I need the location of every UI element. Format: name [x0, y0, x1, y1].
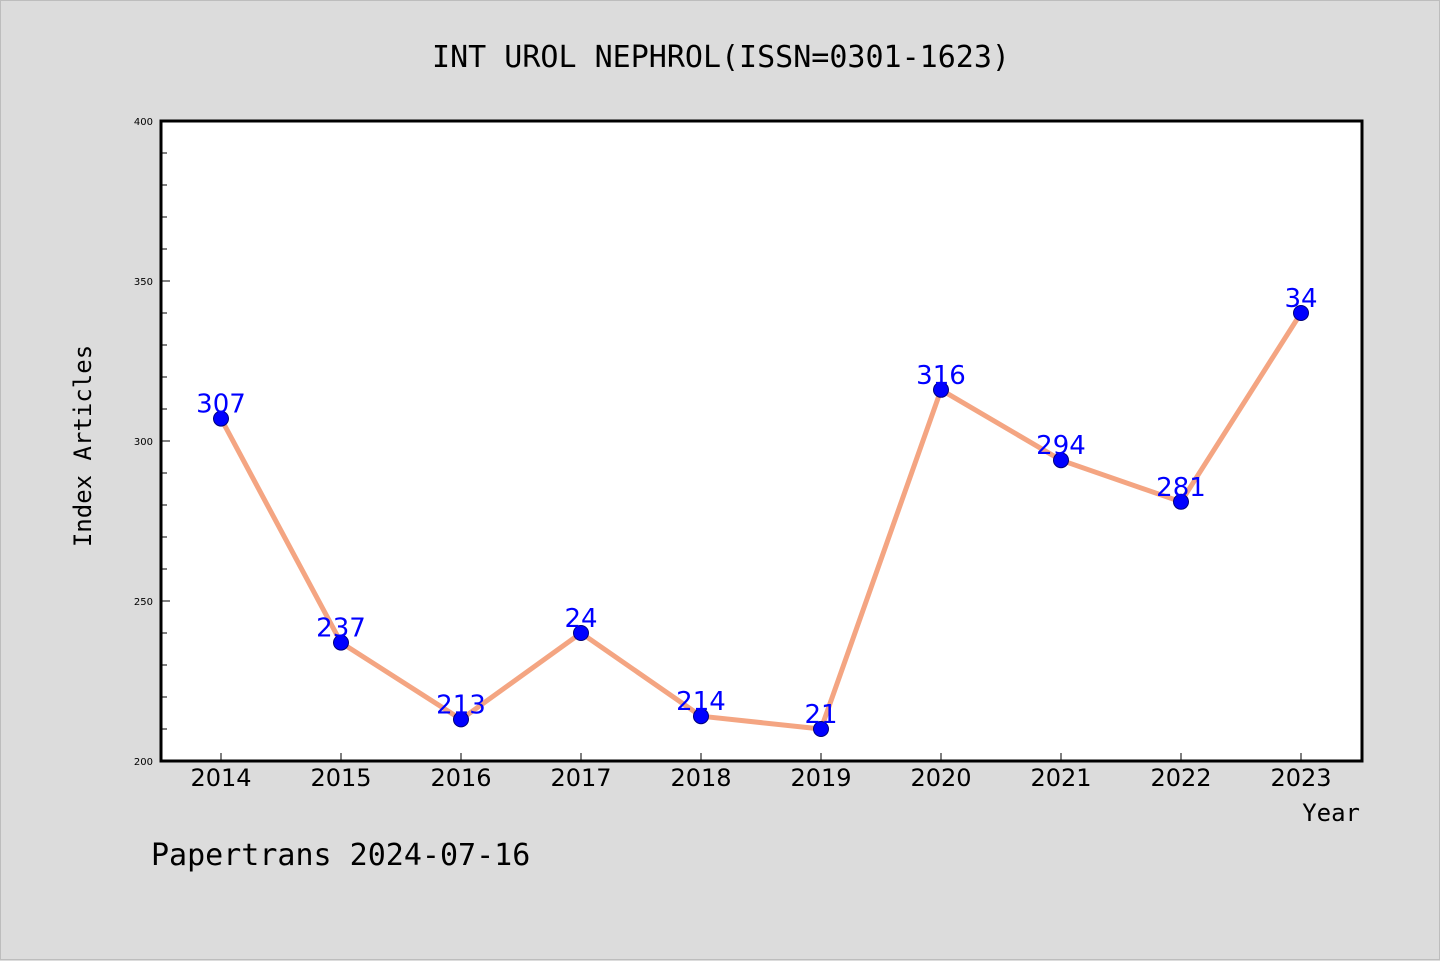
- x-tick-label: 2016: [430, 764, 491, 792]
- x-tick-label: 2014: [190, 764, 251, 792]
- data-point: [1293, 305, 1309, 321]
- x-tick-label: 2020: [910, 764, 971, 792]
- data-label: 213: [436, 690, 486, 720]
- data-label: 21: [804, 700, 837, 730]
- data-label: 237: [316, 614, 366, 644]
- y-tick-label: 300: [134, 437, 153, 448]
- data-label: 281: [1156, 473, 1206, 503]
- x-tick-label: 2015: [310, 764, 371, 792]
- x-tick-label: 2022: [1150, 764, 1211, 792]
- data-point: [1173, 493, 1189, 510]
- series-markers: [213, 305, 1309, 737]
- x-tick-label: 2019: [790, 764, 851, 792]
- data-label: 24: [564, 604, 597, 634]
- data-point: [933, 381, 949, 398]
- data-point: [813, 721, 829, 737]
- footer-text: Papertrans 2024-07-16: [151, 838, 530, 873]
- data-label: 316: [916, 361, 966, 391]
- data-point: [453, 711, 469, 728]
- data-point: [1053, 452, 1069, 469]
- x-tick-label: 2018: [670, 764, 731, 792]
- data-label: 34: [1284, 284, 1317, 314]
- chart-title: INT UROL NEPHROL(ISSN=0301-1623): [432, 40, 1010, 75]
- x-tick-label: 2023: [1270, 764, 1331, 792]
- x-tick-label: 2017: [550, 764, 611, 792]
- y-tick-label: 200: [134, 757, 153, 768]
- data-label: 294: [1036, 431, 1086, 461]
- x-axis-label: Year: [1302, 799, 1360, 827]
- plot-area: [159, 119, 1364, 763]
- y-tick-label: 250: [134, 597, 153, 608]
- y-tick-label: 400: [134, 117, 153, 128]
- series-polyline: [218, 310, 1304, 732]
- data-point: [333, 634, 349, 651]
- series-line: [218, 310, 1304, 732]
- x-tick-label: 2021: [1030, 764, 1091, 792]
- y-axis-ticks: 200 250 300 350 400: [134, 117, 170, 768]
- y-axis-label: Index Articles: [69, 345, 97, 547]
- data-point: [693, 708, 709, 725]
- data-labels: 307 237 213 24 214 21 316 294 281 34: [196, 284, 1317, 730]
- data-label: 307: [196, 390, 246, 420]
- data-point: [213, 410, 229, 427]
- x-axis-ticks: 2014 2015 2016 2017 2018 2019 2020 2021 2022 2023: [190, 753, 1332, 792]
- y-tick-label: 350: [134, 277, 153, 288]
- data-point: [573, 625, 589, 641]
- data-label: 214: [676, 687, 726, 717]
